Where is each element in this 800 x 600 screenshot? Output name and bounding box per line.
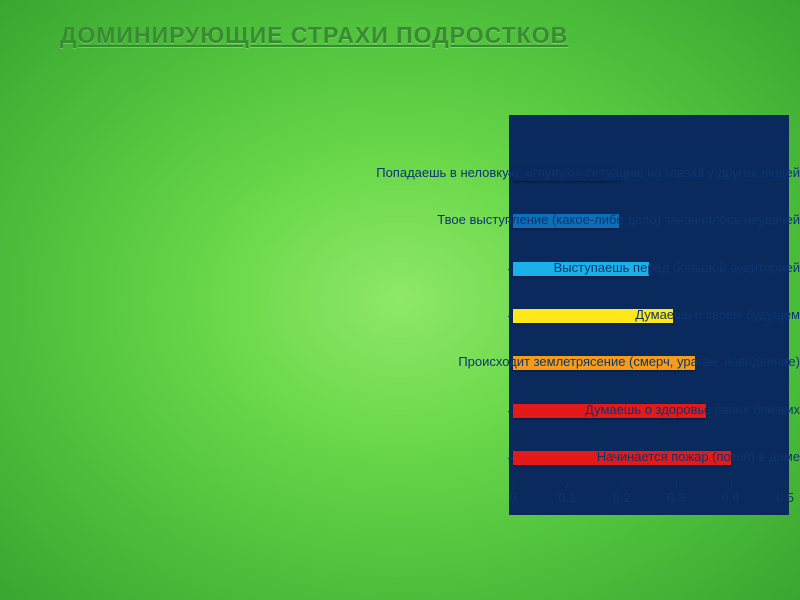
y-axis-label: Твое выступление (какое-либо дело) закон… bbox=[294, 213, 800, 227]
y-tick-mark bbox=[508, 269, 513, 270]
x-tick-label: 0.4 bbox=[722, 490, 740, 505]
y-axis-label: Выступаешь перед большой аудиторией bbox=[294, 261, 800, 275]
x-tick-mark bbox=[731, 482, 732, 487]
x-tick-label: 0.1 bbox=[558, 490, 576, 505]
y-tick-mark bbox=[508, 174, 513, 175]
x-tick-mark bbox=[567, 482, 568, 487]
x-tick-mark bbox=[622, 482, 623, 487]
y-tick-mark bbox=[508, 316, 513, 317]
x-tick-label: 0.5 bbox=[776, 490, 794, 505]
y-axis-label: Попадаешь в неловкую, «глупую» ситуацию … bbox=[294, 166, 800, 180]
y-axis-label: Думаешь о своем будущем bbox=[294, 308, 800, 322]
y-tick-mark bbox=[508, 411, 513, 412]
x-tick-label: 0 bbox=[509, 490, 516, 505]
page-title: ДОМИНИРУЮЩИЕ СТРАХИ ПОДРОСТКОВ bbox=[60, 22, 568, 49]
y-axis-label: Начинается пожар (потоп) в доме bbox=[294, 450, 800, 464]
bar-end-label: 3 bbox=[697, 166, 704, 180]
y-tick-mark bbox=[508, 363, 513, 364]
x-tick-label: 0.2 bbox=[613, 490, 631, 505]
y-tick-mark bbox=[508, 221, 513, 222]
x-tick-mark bbox=[676, 482, 677, 487]
y-axis-label: Происходит землетрясение (смерч, ураган,… bbox=[294, 355, 800, 369]
slide: ДОМИНИРУЮЩИЕ СТРАХИ ПОДРОСТКОВ Попадаешь… bbox=[0, 0, 800, 600]
x-tick-mark bbox=[513, 482, 514, 487]
y-axis-label: Думаешь о здоровье своих близких bbox=[294, 403, 800, 417]
x-tick-label: 0.3 bbox=[667, 490, 685, 505]
y-tick-mark bbox=[508, 458, 513, 459]
x-tick-mark bbox=[785, 482, 786, 487]
